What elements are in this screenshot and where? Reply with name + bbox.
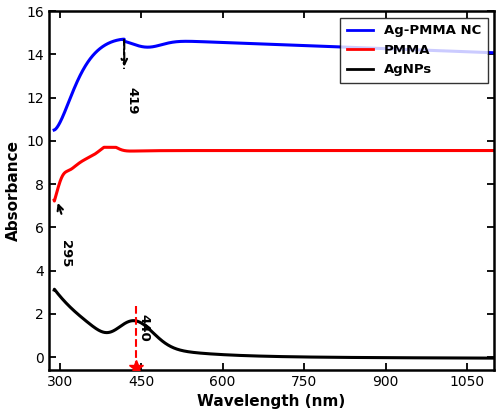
- Text: 295: 295: [59, 240, 72, 268]
- AgNPs: [479, 356, 485, 361]
- PMMA: [101, 145, 107, 150]
- PMMA: [74, 162, 80, 167]
- AgNPs: [398, 355, 404, 360]
- PMMA: [398, 148, 404, 153]
- Ag-PMMA NC: [479, 50, 485, 55]
- PMMA: [254, 148, 260, 153]
- Ag-PMMA NC: [74, 81, 80, 85]
- AgNPs: [74, 311, 80, 316]
- PMMA: [52, 198, 58, 203]
- Ag-PMMA NC: [121, 37, 127, 42]
- Ag-PMMA NC: [254, 41, 260, 46]
- Line: AgNPs: AgNPs: [54, 289, 494, 358]
- PMMA: [492, 148, 498, 153]
- AgNPs: [478, 356, 484, 361]
- Ag-PMMA NC: [398, 47, 404, 52]
- Ag-PMMA NC: [266, 42, 272, 47]
- Legend: Ag-PMMA NC, PMMA, AgNPs: Ag-PMMA NC, PMMA, AgNPs: [340, 18, 488, 83]
- Y-axis label: Absorbance: Absorbance: [6, 140, 20, 241]
- Line: PMMA: PMMA: [54, 147, 494, 201]
- Ag-PMMA NC: [492, 50, 498, 55]
- Ag-PMMA NC: [478, 50, 484, 55]
- AgNPs: [254, 354, 260, 359]
- AgNPs: [492, 356, 498, 361]
- Ag-PMMA NC: [51, 127, 57, 132]
- PMMA: [51, 198, 57, 203]
- AgNPs: [51, 288, 57, 293]
- PMMA: [266, 148, 272, 153]
- AgNPs: [52, 287, 58, 292]
- Line: Ag-PMMA NC: Ag-PMMA NC: [54, 39, 494, 130]
- X-axis label: Wavelength (nm): Wavelength (nm): [198, 394, 346, 410]
- Text: 419: 419: [126, 87, 139, 114]
- PMMA: [479, 148, 485, 153]
- AgNPs: [266, 354, 272, 359]
- Text: 440: 440: [138, 314, 151, 342]
- PMMA: [479, 148, 485, 153]
